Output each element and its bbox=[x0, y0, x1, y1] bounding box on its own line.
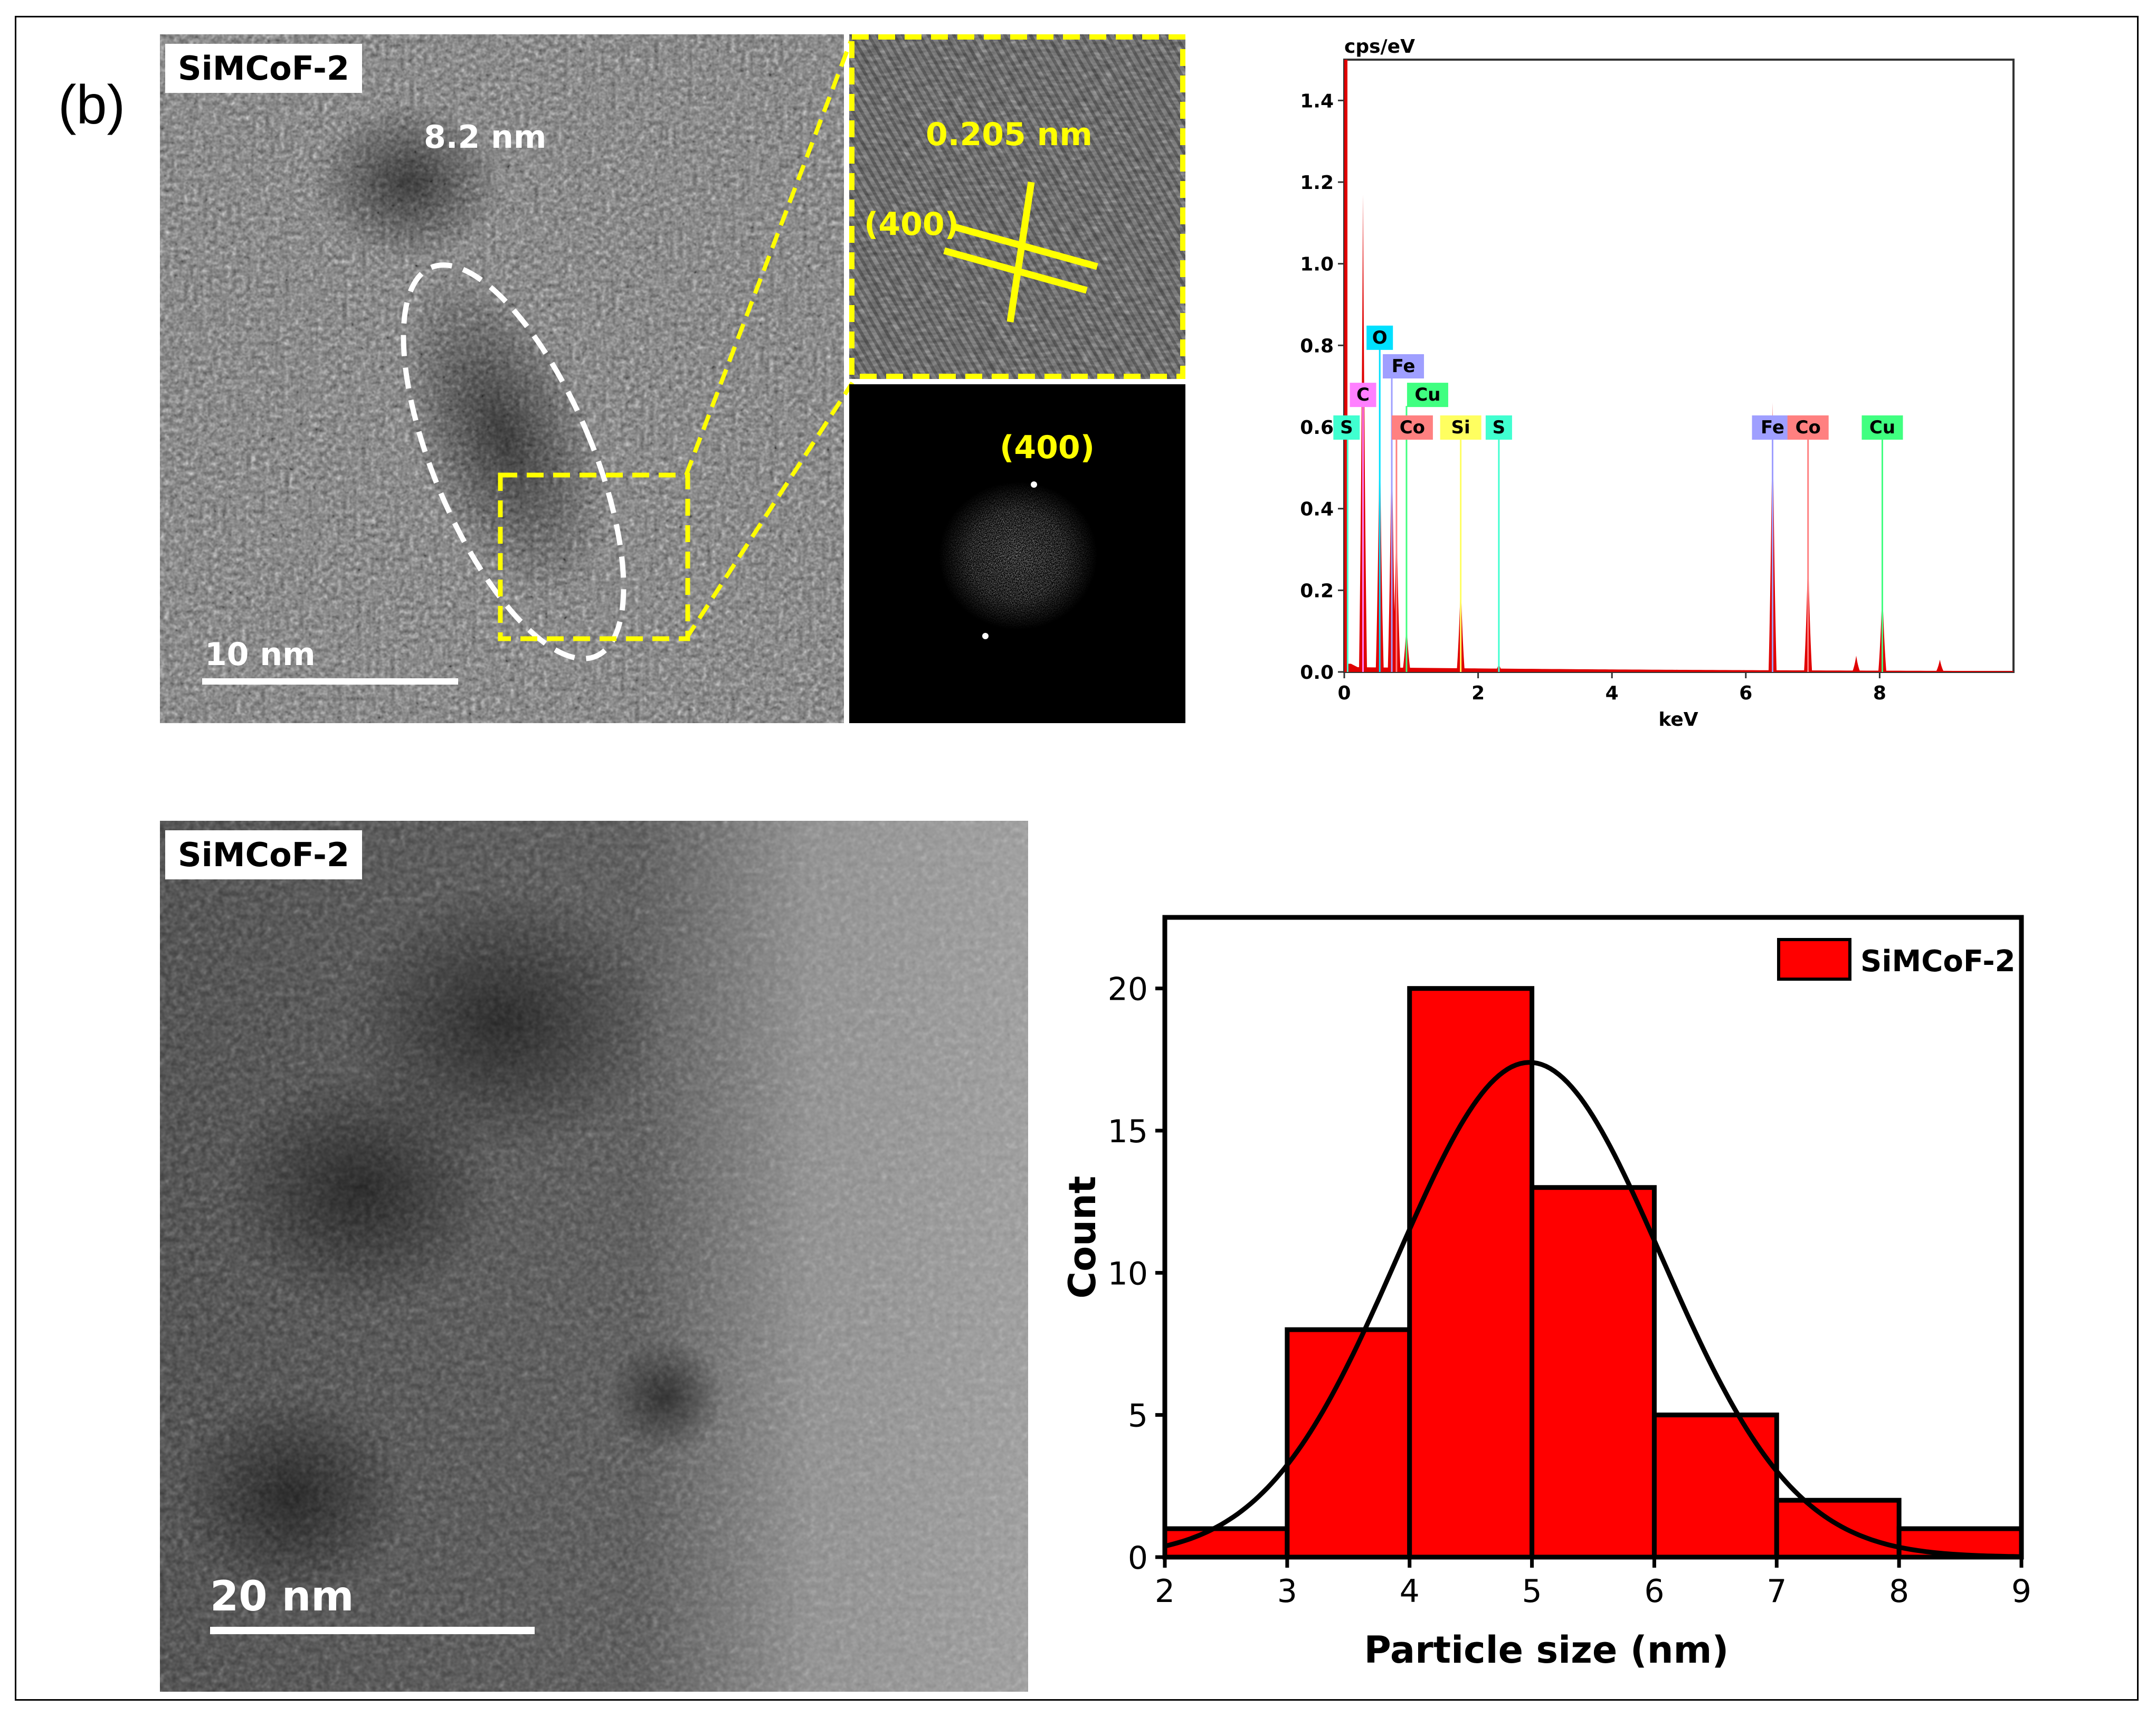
hist-bar bbox=[1651, 1412, 1779, 1560]
legend-label: SiMCoF-2 bbox=[1860, 944, 2016, 979]
eds-tag-box bbox=[1350, 383, 1376, 407]
hist-ytick-label: 0 bbox=[1128, 1540, 1148, 1577]
hist-ytick-label: 5 bbox=[1128, 1398, 1148, 1435]
inset-lattice-texture bbox=[849, 34, 1185, 379]
eds-ytick-label: 1.0 bbox=[1300, 254, 1334, 276]
tem-bottom-scale-label: 20 nm bbox=[210, 1573, 354, 1620]
hist-xtick-label: 8 bbox=[1889, 1573, 1909, 1610]
tem-top-scale-bar bbox=[202, 678, 458, 685]
dark-region bbox=[609, 1338, 725, 1454]
lattice-spacing-label: 0.205 nm bbox=[926, 116, 1093, 153]
eds-tag-box bbox=[1485, 415, 1512, 440]
eds-tag-fe: Fe bbox=[1761, 417, 1784, 438]
panel-label: (b) bbox=[58, 74, 126, 136]
eds-tag-o: O bbox=[1372, 327, 1388, 348]
eds-tag-co: Co bbox=[1796, 417, 1821, 438]
zoom-box bbox=[498, 472, 690, 641]
eds-tag-box bbox=[1440, 415, 1481, 440]
inset-fft: (400) bbox=[849, 384, 1185, 723]
eds-tag-s: S bbox=[1340, 417, 1353, 438]
eds-xtick-label: 8 bbox=[1873, 682, 1886, 704]
legend-swatch bbox=[1777, 938, 1851, 981]
hist-xtick-label: 5 bbox=[1522, 1573, 1542, 1610]
eds-tag-s: S bbox=[1493, 417, 1506, 438]
eds-ytick-label: 0.8 bbox=[1300, 335, 1334, 357]
eds-tag-fe: Fe bbox=[1392, 356, 1416, 377]
tem-bottom-scale-bar bbox=[210, 1627, 535, 1634]
hist-bar bbox=[1162, 1526, 1290, 1560]
particle-outline bbox=[401, 262, 626, 661]
hist-bar bbox=[1530, 1185, 1657, 1560]
hist-ylabel: Count bbox=[1061, 1176, 1104, 1299]
fft-plane-label: (400) bbox=[1000, 429, 1095, 466]
hist-bar bbox=[1407, 986, 1535, 1560]
eds-tag-cu: Cu bbox=[1414, 384, 1440, 405]
hist-xtick-label: 9 bbox=[2011, 1573, 2031, 1610]
eds-xtick-label: 6 bbox=[1739, 682, 1752, 704]
gaussian-fit-curve bbox=[1164, 1060, 2022, 1559]
eds-plot-frame bbox=[1343, 59, 2015, 673]
eds-tag-box bbox=[1752, 415, 1793, 440]
eds-xtick-label: 2 bbox=[1471, 682, 1485, 704]
eds-ytick-label: 1.4 bbox=[1300, 90, 1334, 112]
eds-peak bbox=[1852, 656, 1860, 672]
tem-image-bottom: SiMCoF-2 20 nm bbox=[160, 821, 1028, 1692]
eds-xlabel: keV bbox=[1658, 709, 1698, 731]
eds-peak bbox=[1935, 659, 1944, 672]
eds-tag-box bbox=[1787, 415, 1829, 440]
lattice-plane-label: (400) bbox=[864, 206, 960, 243]
inset-lattice: 0.205 nm (400) bbox=[849, 34, 1185, 379]
hist-bar bbox=[1774, 1497, 1902, 1560]
eds-tag-c: C bbox=[1356, 384, 1370, 405]
tem-top-scale-label: 10 nm bbox=[205, 636, 316, 673]
eds-zero-peak bbox=[1344, 60, 1347, 672]
eds-tag-box bbox=[1391, 415, 1433, 440]
eds-ytick-label: 0.4 bbox=[1300, 499, 1334, 520]
particle-histogram: 0 5 10 15 20 2 3 4 5 6 7 8 9 Particle size (nm) Cou… bbox=[1061, 915, 2031, 1672]
hist-xtick-label: 2 bbox=[1155, 1573, 1175, 1610]
dark-region bbox=[176, 1391, 408, 1602]
tem-bottom-badge: SiMCoF-2 bbox=[165, 830, 363, 879]
fft-spot bbox=[982, 633, 989, 639]
eds-tag-si: Si bbox=[1451, 417, 1470, 438]
tem-top-badge: SiMCoF-2 bbox=[165, 44, 363, 93]
eds-tag-cu: Cu bbox=[1869, 417, 1895, 438]
tem-bottom-texture bbox=[160, 821, 1028, 1692]
eds-tag-box bbox=[1861, 415, 1903, 440]
eds-tag-co: Co bbox=[1400, 417, 1425, 438]
eds-ylabel: cps/eV bbox=[1344, 37, 1415, 58]
eds-tag-box bbox=[1383, 354, 1424, 378]
hist-legend: SiMCoF-2 bbox=[1777, 938, 2016, 981]
eds-ytick-label: 0.6 bbox=[1300, 417, 1334, 439]
eds-ytick-label: 0.0 bbox=[1300, 662, 1334, 684]
hist-xtick-label: 6 bbox=[1644, 1573, 1664, 1610]
figure-frame bbox=[15, 16, 2139, 1701]
eds-tag-box bbox=[1366, 325, 1393, 350]
eds-xtick-label: 0 bbox=[1337, 682, 1351, 704]
hist-ytick-label: 10 bbox=[1108, 1255, 1148, 1292]
tem-image-top: SiMCoF-2 8.2 nm 10 nm bbox=[160, 34, 844, 723]
fft-spot bbox=[1031, 481, 1037, 488]
zoom-connectors bbox=[684, 36, 854, 640]
particle-size-label: 8.2 nm bbox=[424, 119, 547, 156]
hist-ytick-label: 15 bbox=[1108, 1113, 1148, 1150]
tem-top-texture bbox=[160, 34, 844, 723]
eds-ytick-label: 1.2 bbox=[1300, 172, 1334, 194]
hist-xtick-label: 3 bbox=[1277, 1573, 1297, 1610]
hist-xlabel: Particle size (nm) bbox=[1364, 1628, 1729, 1672]
particle-core bbox=[397, 270, 609, 601]
eds-xtick-label: 4 bbox=[1606, 682, 1619, 704]
eds-spectrum: cps/eV keV 0.0 0.2 0.4 0.6 0.8 1.0 1.2 1.4 0 2 4 6… bbox=[1300, 37, 2015, 731]
dark-region bbox=[313, 103, 503, 261]
hist-xtick-label: 4 bbox=[1400, 1573, 1420, 1610]
dark-region bbox=[223, 1069, 498, 1312]
hist-xtick-label: 7 bbox=[1766, 1573, 1787, 1610]
eds-ytick-label: 0.2 bbox=[1300, 580, 1334, 602]
eds-background bbox=[1344, 663, 2013, 672]
eds-tag-box bbox=[1333, 415, 1360, 440]
fft-pattern bbox=[849, 384, 1185, 723]
hist-ytick-label: 20 bbox=[1108, 971, 1148, 1008]
eds-tag-box bbox=[1407, 383, 1448, 407]
